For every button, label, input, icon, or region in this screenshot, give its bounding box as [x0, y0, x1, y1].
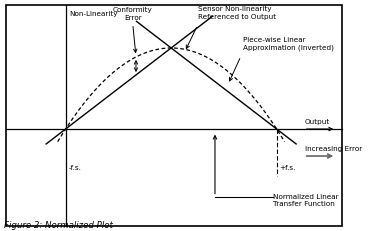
- Text: Non-Linearity: Non-Linearity: [69, 12, 117, 18]
- Text: Figure 2: Normalized Plot: Figure 2: Normalized Plot: [4, 221, 112, 230]
- Text: Normalized Linear
Transfer Function: Normalized Linear Transfer Function: [273, 194, 339, 207]
- Text: -f.s.: -f.s.: [69, 165, 82, 171]
- Text: Output: Output: [305, 119, 330, 125]
- Text: Increasing Error: Increasing Error: [305, 146, 362, 152]
- Text: +f.s.: +f.s.: [279, 165, 295, 171]
- Text: Conformity
Error: Conformity Error: [113, 7, 152, 21]
- Text: Piece-wise Linear
Approximation (Inverted): Piece-wise Linear Approximation (Inverte…: [243, 37, 334, 51]
- Text: Sensor Non-linearity
Referenced to Output: Sensor Non-linearity Referenced to Outpu…: [198, 6, 276, 20]
